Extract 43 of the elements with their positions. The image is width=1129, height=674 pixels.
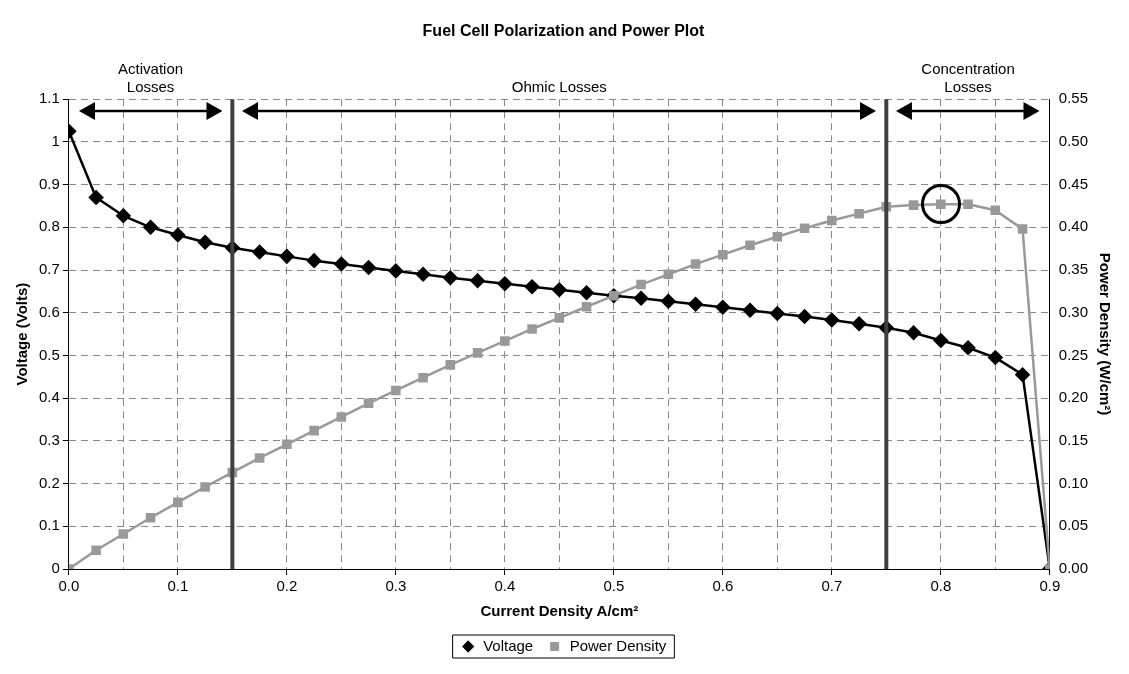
x-tick-label: 0.3 [385,577,407,595]
x-tick-label: 0.9 [1039,577,1061,595]
x-tick-label: 0.6 [712,577,734,595]
y2-tick-label: 0.45 [1058,174,1089,192]
x-tick-label: 0.8 [930,577,952,595]
text: Activation Losses [118,59,184,95]
x-axis-title: Current Density A/cm² [480,602,639,620]
y-tick-label: 0.3 [38,431,60,449]
x-tick-label: 0.4 [494,577,516,595]
y-tick-label: 0.7 [38,260,60,278]
y2-tick-label: 0.50 [1058,132,1089,150]
legend-label: Voltage [483,636,534,654]
y-tick-label: 0.2 [38,473,60,491]
text: Concentration Losses [921,59,1015,95]
x-tick-label: 0.1 [167,577,189,595]
y2-tick-label: 0.05 [1058,516,1089,534]
x-tick-label: 0.2 [276,577,298,595]
y-tick-label: 1.1 [38,89,60,107]
legend-label: Power Density [569,636,667,654]
y-tick-label: 1 [51,132,60,150]
x-tick-label: 0.0 [58,577,80,595]
y-axis-title: Voltage (Volts) [13,282,31,386]
y2-tick-label: 0.35 [1058,260,1089,278]
y-tick-label: 0.4 [38,388,60,406]
y2-tick-label: 0.40 [1058,217,1089,235]
y-tick-label: 0 [51,559,60,577]
text: Ohmic Losses [511,77,607,95]
y-tick-label: 0.1 [38,516,60,534]
y2-tick-label: 0.30 [1058,302,1089,320]
x-tick-label: 0.5 [603,577,625,595]
y2-tick-label: 0.55 [1058,89,1089,107]
y-tick-label: 0.8 [38,217,60,235]
y2-tick-label: 0.15 [1058,431,1089,449]
y2-tick-label: 0.20 [1058,388,1089,406]
y-tick-label: 0.5 [38,345,60,363]
chart-title: Fuel Cell Polarization and Power Plot [422,22,706,40]
y2-axis-title: Power Density (W/cm²) [1096,252,1114,416]
y-tick-label: 0.6 [38,302,60,320]
y2-tick-label: 0.00 [1058,559,1089,577]
y-tick-label: 0.9 [38,174,60,192]
y2-tick-label: 0.25 [1058,345,1089,363]
x-tick-label: 0.7 [821,577,843,595]
y2-tick-label: 0.10 [1058,473,1089,491]
